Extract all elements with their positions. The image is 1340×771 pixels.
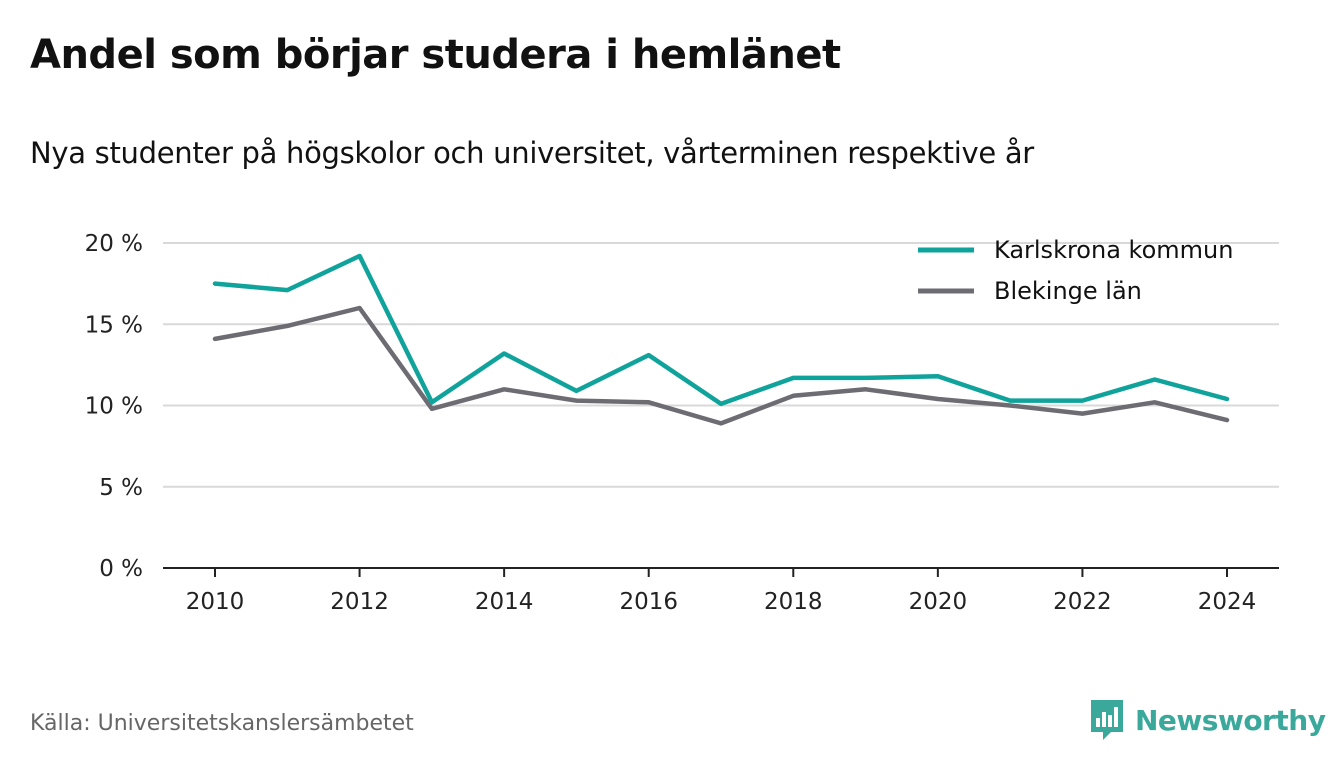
brand-logo: Newsworthy [1089,698,1326,742]
y-tick-label: 5 % [99,475,143,501]
series-line-blekinge-lan [212,305,1230,426]
y-tick-label: 10 % [85,394,143,420]
x-tick-label: 2024 [1198,589,1257,615]
x-tick-label: 2022 [1053,589,1112,615]
x-tick-label: 2018 [764,589,823,615]
legend: Karlskrona kommun Blekinge län [906,236,1233,305]
grid-lines [163,242,1279,569]
x-tick-label: 2010 [186,589,245,615]
y-tick-label: 0 % [99,556,143,582]
x-axis-ticks: 2010 2012 2014 2016 2018 2020 2022 2024 [186,568,1257,615]
chart-title: Andel som börjar studera i hemlänet [30,32,841,78]
source-note: Källa: Universitetskanslersämbetet [30,711,414,736]
x-tick-label: 2020 [909,589,968,615]
legend-label: Blekinge län [994,277,1142,305]
x-tick-label: 2012 [330,589,389,615]
y-axis-ticks: 0 % 5 % 10 % 15 % 20 % [85,231,143,582]
series-lines [212,253,1230,426]
y-tick-label: 15 % [85,312,143,338]
chart-subtitle: Nya studenter på högskolor och universit… [30,136,1034,170]
y-tick-label: 20 % [85,231,143,257]
brand-name: Newsworthy [1135,703,1326,737]
x-tick-label: 2014 [475,589,534,615]
newsworthy-logo-icon [1091,700,1123,740]
x-tick-label: 2016 [619,589,678,615]
legend-label: Karlskrona kommun [994,236,1233,264]
series-line-karlskrona-kommun [212,253,1230,407]
